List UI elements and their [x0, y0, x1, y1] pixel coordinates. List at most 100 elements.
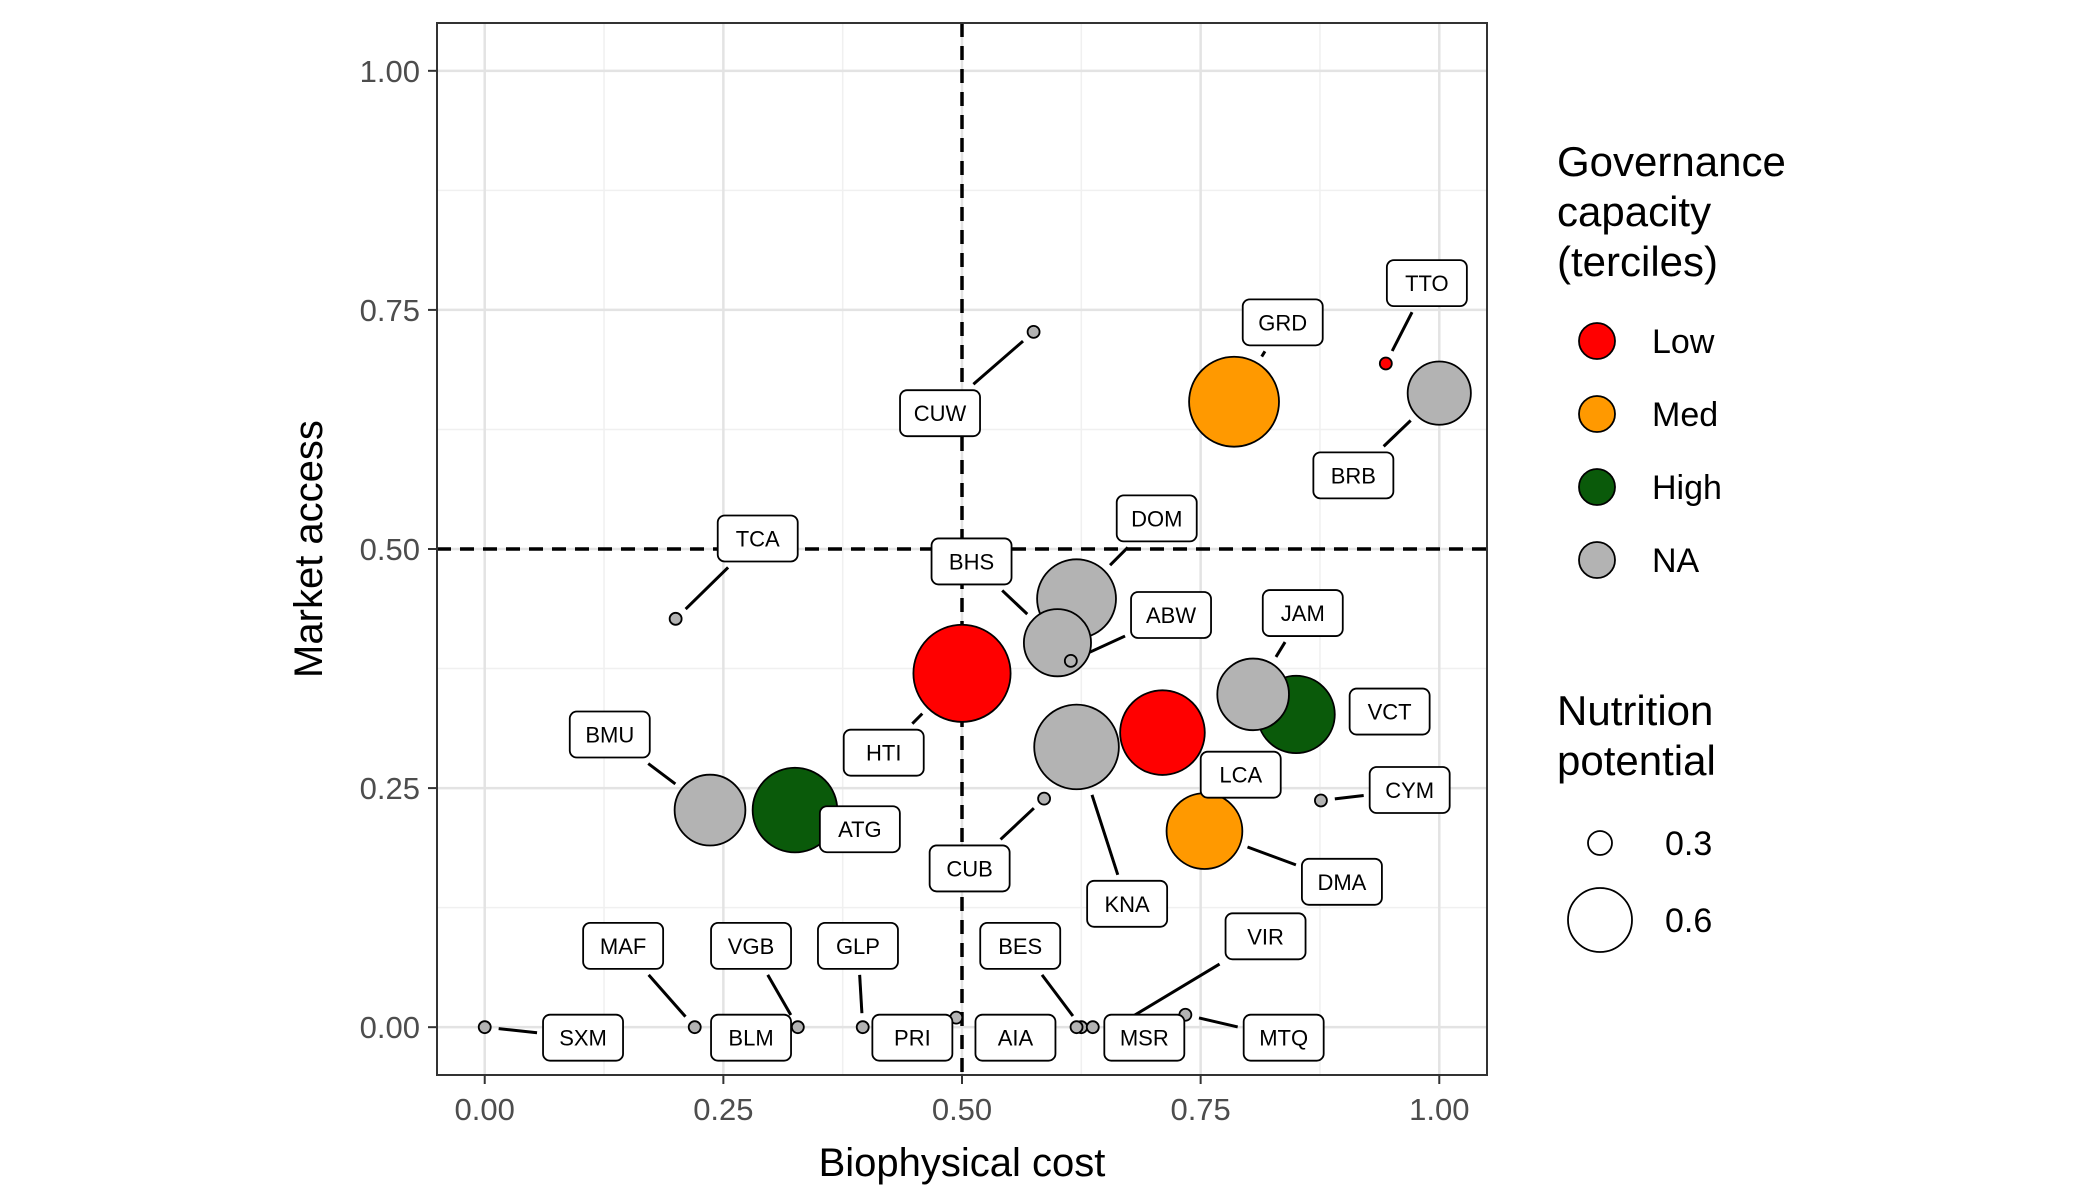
point-jam [1216, 657, 1290, 732]
point-cub [1037, 791, 1051, 806]
point-cuw [1026, 325, 1041, 339]
point-label-tca: TCA [736, 526, 780, 551]
leader-line-tca [684, 566, 730, 611]
leader-line-maf [647, 973, 687, 1018]
point-label-cub: CUB [946, 856, 992, 881]
label-box-aia [974, 1013, 1057, 1062]
x-axis-title: Biophysical cost [819, 1141, 1106, 1185]
y-tick-label: 0.50 [360, 532, 420, 567]
point-msr [1085, 1020, 1100, 1035]
point-dma [1165, 792, 1244, 870]
color-legend-title: (terciles) [1557, 238, 1718, 285]
x-tick-label: 0.50 [932, 1092, 992, 1127]
leader-line-vir [1125, 962, 1221, 1022]
size-legend-label: 0.6 [1665, 902, 1712, 940]
legend-key-med [1578, 395, 1616, 433]
label-box-dma [1301, 857, 1383, 906]
point-label-maf: MAF [600, 934, 646, 959]
leader-line-dom [1108, 546, 1129, 567]
legend-label-na: NA [1652, 542, 1700, 580]
y-tick-label: 0.25 [360, 771, 420, 806]
label-box-lca [1199, 750, 1282, 799]
point-brb [1406, 360, 1472, 426]
point-lca [1119, 689, 1206, 776]
point-label-tto: TTO [1405, 271, 1449, 296]
point-bhs [1022, 608, 1092, 678]
legend-key-low [1578, 322, 1616, 360]
point-label-lca: LCA [1219, 763, 1262, 788]
leader-line-sxm [498, 1027, 538, 1035]
label-box-atg [818, 805, 901, 854]
point-label-glp: GLP [836, 934, 880, 959]
point-label-vgb: VGB [728, 934, 774, 959]
size-legend-key [1587, 830, 1613, 856]
point-label-grd: GRD [1258, 310, 1307, 335]
legend-label-high: High [1652, 469, 1722, 507]
leader-line-cym [1334, 793, 1364, 801]
point-hti [912, 623, 1012, 723]
label-box-brb [1312, 451, 1395, 500]
x-tick-label: 1.00 [1409, 1092, 1469, 1127]
point-abw [1063, 653, 1078, 668]
leader-line-jam [1274, 641, 1287, 658]
label-box-grd [1241, 298, 1324, 347]
point-label-blm: BLM [728, 1026, 773, 1051]
label-box-mtq [1242, 1013, 1325, 1062]
label-box-vct [1348, 687, 1431, 736]
point-label-dom: DOM [1131, 506, 1182, 531]
label-leader-lines [498, 311, 1414, 1035]
label-box-cuw [899, 389, 981, 438]
point-maf [687, 1020, 702, 1035]
leader-line-bhs [1001, 589, 1029, 616]
label-box-tca [716, 514, 799, 563]
point-label-bhs: BHS [949, 549, 994, 574]
point-label-cym: CYM [1385, 778, 1434, 803]
point-sxm [477, 1020, 492, 1035]
point-label-jam: JAM [1281, 601, 1325, 626]
label-box-cym [1368, 766, 1451, 814]
y-tick-label: 0.00 [360, 1010, 420, 1045]
x-tick-label: 0.25 [693, 1092, 753, 1127]
leader-line-tto [1390, 311, 1414, 352]
point-label-kna: KNA [1105, 892, 1151, 917]
y-axis-title: Market access [287, 420, 331, 678]
label-box-dom [1115, 494, 1198, 543]
label-box-maf [582, 921, 665, 970]
point-label-bes: BES [998, 934, 1042, 959]
point-kna [1033, 703, 1120, 791]
point-label-cuw: CUW [914, 401, 967, 426]
data-points [477, 325, 1472, 1035]
leader-line-hti [911, 712, 924, 725]
label-box-kna [1086, 879, 1169, 928]
leader-line-dma [1246, 845, 1297, 867]
legend-key-high [1578, 468, 1616, 506]
point-label-atg: ATG [838, 817, 882, 842]
point-label-aia: AIA [998, 1026, 1034, 1051]
size-legend-title: potential [1557, 737, 1716, 784]
label-box-msr [1103, 1013, 1186, 1062]
color-legend-title: capacity [1557, 188, 1711, 235]
point-aia [1069, 1020, 1084, 1035]
label-box-sxm [542, 1013, 624, 1062]
point-label-dma: DMA [1317, 870, 1366, 895]
color-legend-title: Governance [1557, 138, 1786, 185]
size-legend-key [1567, 887, 1633, 953]
y-tick-label: 1.00 [360, 54, 420, 89]
label-box-abw [1130, 591, 1212, 639]
point-bmu [673, 773, 747, 847]
leader-line-bmu [647, 762, 677, 786]
x-tick-label: 0.75 [1170, 1092, 1230, 1127]
leader-line-kna [1090, 794, 1120, 876]
label-box-bes [979, 921, 1062, 970]
leader-line-grd [1260, 350, 1267, 358]
label-box-vir [1224, 912, 1307, 961]
legend-label-low: Low [1652, 323, 1715, 361]
point-vgb [790, 1020, 805, 1035]
y-tick-label: 0.75 [360, 293, 420, 328]
point-label-hti: HTI [866, 741, 901, 766]
legend-label-med: Med [1652, 396, 1718, 434]
point-label-vct: VCT [1368, 700, 1412, 725]
point-label-abw: ABW [1146, 603, 1196, 628]
